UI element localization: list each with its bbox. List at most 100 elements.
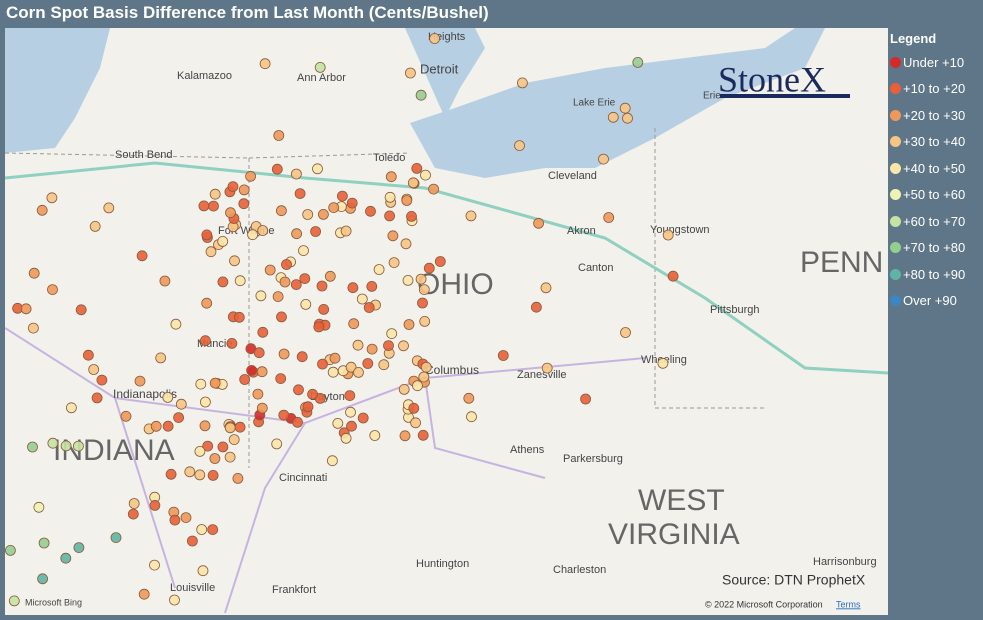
site-dot (356, 293, 368, 305)
site-dot (363, 302, 375, 313)
site-dot (233, 311, 245, 323)
map-label: PENN (800, 246, 883, 279)
site-dot (326, 455, 338, 467)
site-dot (245, 170, 257, 182)
site-dot (207, 469, 219, 481)
site-dot (209, 377, 221, 389)
map-label: Erie (703, 91, 721, 102)
highway (5, 161, 888, 375)
site-dot (33, 501, 45, 513)
site-dot (417, 297, 428, 309)
site-dot (155, 352, 167, 364)
site-dot (497, 350, 509, 361)
site-dot (541, 362, 553, 374)
site-dot (603, 212, 615, 223)
site-dot (290, 279, 302, 291)
site-dot (299, 273, 311, 285)
site-dot (385, 171, 397, 183)
site-dot (20, 303, 32, 315)
site-dot (273, 130, 285, 141)
site-dot (205, 246, 217, 258)
site-dot (75, 304, 87, 316)
site-dot (292, 416, 303, 428)
site-dot (28, 267, 40, 279)
site-dot (418, 284, 430, 296)
site-dot (136, 250, 148, 262)
lake-erie (410, 28, 825, 178)
map-label: VIRGINIA (608, 518, 740, 551)
site-dot (103, 202, 115, 214)
site-dot (466, 411, 477, 423)
legend-item: +70 to +80 (890, 235, 965, 262)
legend-swatch (890, 189, 901, 201)
map-label: Youngstown (650, 224, 710, 236)
site-dot (411, 162, 423, 174)
site-dot (207, 524, 219, 536)
site-dot (415, 89, 427, 101)
site-dot (165, 468, 177, 480)
logo: StoneX (718, 59, 826, 99)
legend-label: +20 to +30 (903, 107, 966, 123)
site-dot (531, 301, 542, 313)
site-dot (398, 383, 410, 395)
site-dot (514, 140, 525, 151)
site-dot (619, 102, 631, 114)
site-dot (307, 388, 319, 400)
site-dot (96, 374, 108, 386)
source: Source: DTN ProphetX (722, 572, 866, 588)
site-dot (162, 420, 174, 432)
site-dot (38, 537, 50, 549)
site-dot (194, 445, 206, 457)
legend-swatch (890, 242, 901, 254)
site-dot (353, 366, 364, 378)
site-dot (247, 229, 259, 241)
legend-item: +30 to +40 (890, 129, 965, 156)
map-label: Canton (578, 262, 613, 274)
site-dot (169, 594, 180, 606)
site-dot (199, 396, 211, 408)
legend-item: +60 to +70 (890, 208, 965, 235)
map-label: Indianapolis (113, 387, 177, 401)
state-borders (5, 128, 765, 468)
site-dot (415, 273, 427, 285)
site-dot (328, 202, 340, 214)
site-dot (120, 410, 132, 422)
site-dot (37, 573, 48, 585)
site-dot (294, 188, 306, 200)
site-dot (272, 291, 284, 303)
map-label: Pittsburgh (710, 304, 760, 316)
site-dot (110, 532, 122, 544)
legend-label: +30 to +40 (903, 134, 966, 150)
legend-swatch (890, 136, 901, 148)
site-dot (346, 197, 358, 209)
legend-swatch (890, 109, 901, 121)
site-dot (175, 398, 187, 410)
site-dot (412, 380, 423, 392)
site-dot (344, 390, 356, 402)
legend-label: +40 to +50 (903, 160, 966, 176)
site-dot (388, 257, 400, 269)
terms-link[interactable]: Terms (836, 599, 861, 609)
site-dot (275, 373, 287, 385)
site-dot (217, 235, 229, 247)
site-dot (257, 326, 269, 338)
legend-swatch (890, 295, 901, 307)
site-dot (366, 280, 378, 292)
site-dot (128, 498, 140, 509)
map-label: Kalamazoo (177, 70, 232, 82)
site-dot (302, 401, 314, 413)
map-label: Harrisonburg (813, 556, 877, 568)
legend-item: +80 to +90 (890, 261, 965, 288)
roads (5, 327, 646, 614)
site-dot (580, 393, 591, 405)
site-dot (408, 402, 420, 414)
lake-huron (405, 28, 485, 118)
site-dot (170, 318, 182, 330)
site-dot (226, 337, 238, 349)
site-dot (417, 429, 429, 441)
site-dot (232, 472, 244, 484)
site-dot (362, 358, 374, 369)
site-dot (312, 163, 323, 175)
bing-logo: Microsoft Bing (25, 597, 82, 607)
